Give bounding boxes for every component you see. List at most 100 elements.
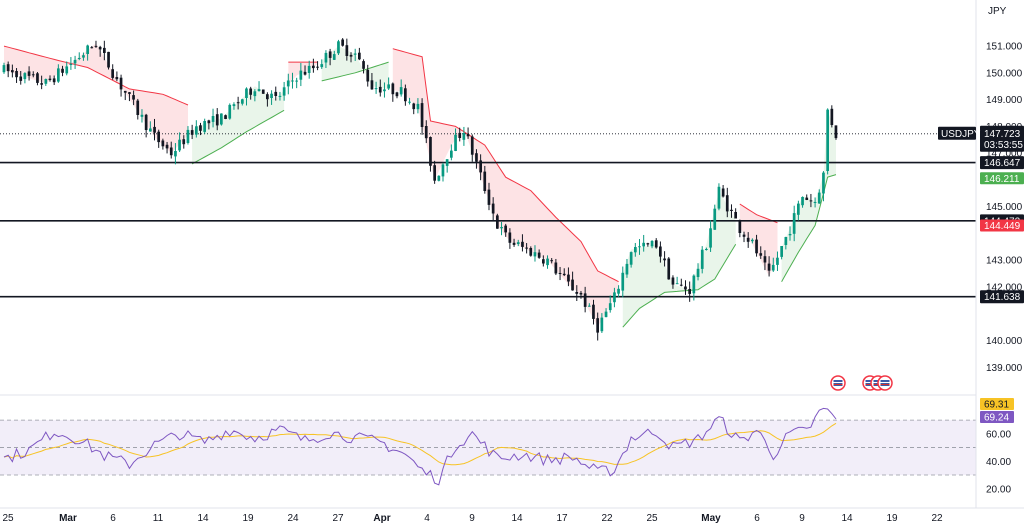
candle[interactable]	[759, 246, 763, 259]
candle[interactable]	[642, 234, 645, 252]
candle[interactable]	[717, 183, 721, 211]
candle[interactable]	[826, 108, 829, 175]
candle[interactable]	[679, 278, 683, 287]
candle[interactable]	[266, 92, 269, 107]
candle[interactable]	[734, 208, 737, 219]
candle[interactable]	[801, 196, 804, 208]
candle[interactable]	[111, 64, 114, 80]
candle[interactable]	[730, 204, 733, 218]
candle[interactable]	[575, 285, 579, 302]
candle[interactable]	[458, 127, 462, 142]
candle[interactable]	[370, 72, 374, 90]
candle[interactable]	[650, 240, 654, 249]
candle[interactable]	[241, 98, 244, 106]
candle[interactable]	[725, 187, 729, 218]
candle[interactable]	[809, 193, 813, 208]
candle[interactable]	[303, 65, 307, 76]
candle[interactable]	[659, 241, 662, 263]
candle[interactable]	[103, 40, 106, 61]
level-tag[interactable]: 141.638	[980, 290, 1024, 304]
candle[interactable]	[232, 102, 236, 110]
candle[interactable]	[491, 197, 495, 221]
candle[interactable]	[784, 236, 788, 250]
candle[interactable]	[512, 238, 516, 247]
candle[interactable]	[667, 257, 671, 280]
candle[interactable]	[178, 132, 181, 153]
candle[interactable]	[57, 64, 60, 83]
candle[interactable]	[529, 246, 533, 257]
candle[interactable]	[341, 38, 344, 47]
candle[interactable]	[132, 90, 135, 106]
candle[interactable]	[199, 122, 202, 136]
candle[interactable]	[412, 102, 416, 115]
candle[interactable]	[362, 59, 365, 74]
candle[interactable]	[788, 226, 792, 241]
candle[interactable]	[433, 160, 436, 184]
event-markers[interactable]	[830, 375, 893, 391]
candle[interactable]	[562, 268, 566, 277]
candle[interactable]	[516, 239, 520, 247]
candle[interactable]	[157, 129, 160, 148]
candle[interactable]	[424, 120, 428, 144]
candle[interactable]	[31, 71, 35, 78]
candle[interactable]	[600, 313, 604, 334]
candle[interactable]	[140, 109, 144, 123]
candle[interactable]	[324, 50, 328, 68]
candle[interactable]	[763, 250, 767, 271]
time-axis[interactable]: 25 Mar 6 11 14 19 24 27 Apr 4 9 14 17 22 25 May 6 9 14 19 22	[0, 507, 1024, 524]
candle[interactable]	[23, 72, 27, 84]
candle[interactable]	[165, 141, 169, 154]
candle[interactable]	[228, 103, 232, 120]
candle[interactable]	[270, 90, 273, 105]
candle[interactable]	[186, 126, 190, 145]
candle[interactable]	[6, 61, 10, 78]
candle[interactable]	[387, 77, 390, 91]
candle[interactable]	[144, 113, 148, 138]
candle[interactable]	[40, 75, 43, 90]
candle[interactable]	[236, 96, 240, 110]
candle[interactable]	[525, 243, 528, 254]
candle[interactable]	[592, 299, 595, 325]
candle[interactable]	[654, 238, 658, 249]
rsi-pane[interactable]	[0, 407, 976, 486]
rsi-value-tag[interactable]: 69.24	[980, 411, 1014, 424]
candle[interactable]	[571, 271, 574, 291]
candle[interactable]	[441, 162, 445, 182]
us-flag-icon[interactable]	[830, 375, 846, 391]
candle[interactable]	[709, 220, 712, 252]
candle[interactable]	[274, 86, 278, 101]
candle[interactable]	[830, 105, 834, 128]
candle[interactable]	[69, 57, 73, 70]
candle[interactable]	[349, 52, 353, 63]
candle[interactable]	[755, 234, 758, 257]
candle[interactable]	[537, 249, 541, 259]
candle[interactable]	[11, 64, 14, 78]
candle[interactable]	[776, 251, 779, 271]
candle[interactable]	[278, 91, 282, 101]
candle[interactable]	[337, 39, 340, 55]
candle[interactable]	[332, 50, 336, 61]
candle[interactable]	[496, 213, 499, 229]
candle[interactable]	[73, 55, 77, 69]
candle[interactable]	[207, 119, 211, 130]
candle[interactable]	[399, 79, 403, 97]
candle[interactable]	[470, 134, 474, 162]
candle[interactable]	[123, 90, 127, 101]
candle[interactable]	[558, 266, 562, 281]
candle[interactable]	[508, 228, 512, 249]
candle[interactable]	[215, 108, 219, 131]
candle[interactable]	[307, 60, 311, 79]
candle[interactable]	[203, 118, 206, 134]
symbol-tag[interactable]: USDJPY	[938, 126, 981, 140]
candle[interactable]	[182, 135, 186, 149]
candle[interactable]	[15, 68, 18, 83]
candle[interactable]	[115, 71, 119, 82]
candle[interactable]	[65, 61, 69, 76]
candle[interactable]	[521, 234, 524, 252]
candle[interactable]	[450, 144, 453, 161]
candle[interactable]	[692, 274, 696, 301]
candle[interactable]	[445, 159, 449, 173]
candle[interactable]	[487, 182, 491, 211]
candle[interactable]	[119, 74, 123, 97]
